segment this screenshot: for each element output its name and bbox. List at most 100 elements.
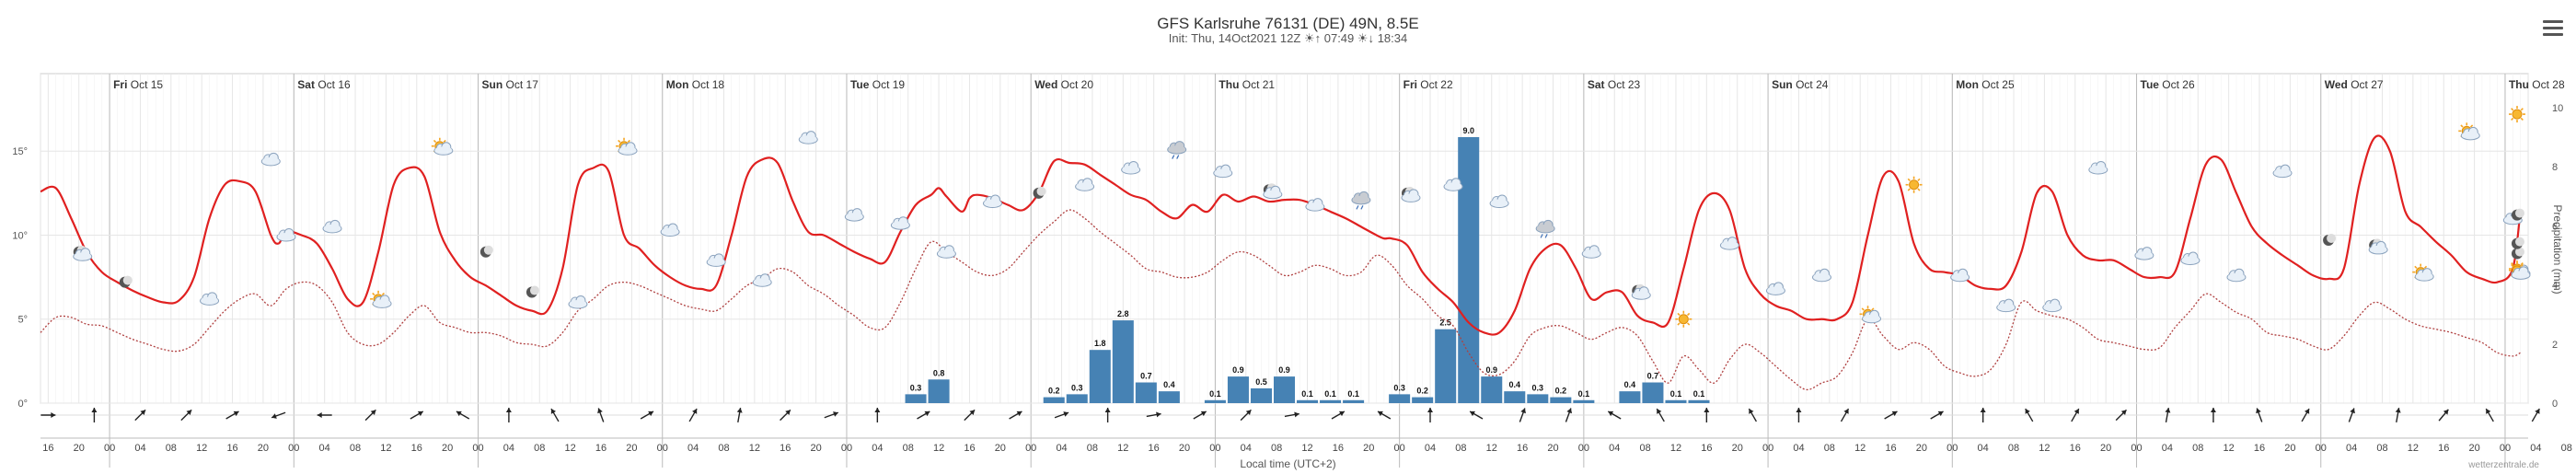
cloud-icon bbox=[1950, 268, 1970, 283]
sun-cloud-icon bbox=[2412, 263, 2434, 282]
wind-arrow-icon bbox=[2115, 409, 2127, 422]
y-right-tick-label: 2 bbox=[2552, 340, 2558, 351]
x-tick-label: 04 bbox=[1056, 443, 1067, 454]
precip-label: 0.4 bbox=[1509, 380, 1521, 389]
precip-label: 0.1 bbox=[1324, 389, 1336, 399]
precip-bar bbox=[1504, 391, 1526, 403]
precip-label: 0.4 bbox=[1624, 380, 1636, 389]
wind-arrow-icon bbox=[1377, 410, 1392, 420]
credits-link[interactable]: wetterzentrale.de bbox=[2468, 460, 2539, 470]
wind-arrow-icon bbox=[824, 411, 839, 419]
rain-cloud-icon bbox=[1535, 219, 1555, 238]
wind-arrow-icon bbox=[1331, 410, 1346, 420]
precip-bar bbox=[1158, 391, 1180, 403]
init-time: Init: Thu, 14Oct2021 12Z bbox=[1168, 31, 1301, 45]
wind-arrow-icon bbox=[317, 412, 332, 418]
wind-arrow-icon bbox=[597, 408, 605, 422]
x-tick-label: 04 bbox=[1978, 443, 1989, 454]
cloud-icon bbox=[2226, 268, 2247, 283]
day-label: Sun Oct 17 bbox=[482, 78, 539, 91]
sun-icon bbox=[1675, 310, 1692, 328]
y-right-axis-title: Precipitation (mm) bbox=[2551, 204, 2564, 294]
x-tick-label: 08 bbox=[1455, 443, 1466, 454]
precip-bar bbox=[1573, 399, 1595, 403]
x-tick-label: 20 bbox=[626, 443, 637, 454]
x-tick-label: 20 bbox=[810, 443, 821, 454]
precip-bar bbox=[1642, 382, 1664, 403]
x-tick-label: 00 bbox=[841, 443, 852, 454]
x-tick-label: 20 bbox=[1363, 443, 1374, 454]
y-left-tick-label: 5° bbox=[17, 315, 28, 326]
wind-arrow-icon bbox=[364, 409, 376, 422]
wind-arrow-icon bbox=[40, 412, 56, 418]
cloud-icon bbox=[706, 253, 726, 267]
x-tick-label: 04 bbox=[503, 443, 514, 454]
x-tick-label: 20 bbox=[1916, 443, 1927, 454]
x-tick-label: 00 bbox=[2500, 443, 2511, 454]
dewpoint-line bbox=[40, 209, 2521, 391]
x-tick-label: 04 bbox=[872, 443, 883, 454]
x-tick-label: 20 bbox=[1547, 443, 1558, 454]
x-tick-label: 16 bbox=[595, 443, 606, 454]
precip-bar bbox=[1412, 397, 1434, 403]
rain-cloud-icon bbox=[1167, 141, 1187, 159]
precip-label: 0.1 bbox=[1301, 389, 1313, 399]
sun-icon bbox=[1905, 176, 1923, 193]
x-tick-label: 20 bbox=[2100, 443, 2111, 454]
x-tick-label: 08 bbox=[2561, 443, 2572, 454]
cloud-icon bbox=[1121, 160, 1141, 175]
y-left-tick-label: 10° bbox=[12, 230, 28, 241]
precip-label: 0.1 bbox=[1670, 389, 1682, 399]
wind-arrow-icon bbox=[180, 409, 192, 422]
x-tick-label: 16 bbox=[1885, 443, 1896, 454]
x-tick-label: 08 bbox=[166, 443, 177, 454]
x-tick-label: 04 bbox=[687, 443, 699, 454]
wind-arrow-icon bbox=[2165, 407, 2171, 423]
x-tick-label: 16 bbox=[226, 443, 237, 454]
x-tick-label: 00 bbox=[1578, 443, 1589, 454]
sunset-time: 18:34 bbox=[1377, 31, 1408, 45]
wind-arrow-icon bbox=[736, 407, 743, 423]
x-tick-label: 16 bbox=[411, 443, 422, 454]
x-tick-label: 04 bbox=[2162, 443, 2173, 454]
wind-arrow-icon bbox=[780, 409, 791, 422]
wind-arrow-icon bbox=[1930, 410, 1944, 420]
wind-arrow-icon bbox=[1565, 408, 1573, 422]
wind-arrow-icon bbox=[1840, 408, 1850, 422]
cloud-icon bbox=[260, 152, 281, 167]
precip-bar bbox=[1273, 376, 1296, 403]
day-label: Thu Oct 28 bbox=[2509, 78, 2565, 91]
cloud-icon bbox=[844, 208, 864, 222]
x-tick-label: 12 bbox=[1670, 443, 1681, 454]
wind-arrow-icon bbox=[1146, 411, 1161, 418]
wind-arrow-icon bbox=[1240, 409, 1252, 422]
y-left-tick-label: 15° bbox=[12, 146, 28, 157]
x-tick-label: 16 bbox=[1333, 443, 1344, 454]
y-right-tick-label: 0 bbox=[2552, 399, 2558, 410]
cloud-icon bbox=[1213, 164, 1233, 179]
hamburger-menu-icon[interactable] bbox=[2543, 20, 2563, 37]
precip-label: 0.2 bbox=[1555, 387, 1567, 396]
x-tick-label: 08 bbox=[1087, 443, 1098, 454]
wind-arrow-icon bbox=[2438, 409, 2449, 422]
x-tick-label: 12 bbox=[1117, 443, 1128, 454]
moon-cloud-icon bbox=[73, 245, 93, 261]
precip-label: 0.9 bbox=[1485, 365, 1497, 375]
day-label: Wed Oct 27 bbox=[2325, 78, 2384, 91]
precip-bar bbox=[1435, 329, 1457, 403]
precip-bar bbox=[1043, 397, 1065, 403]
x-tick-label: 16 bbox=[1149, 443, 1160, 454]
cloud-icon bbox=[2134, 247, 2154, 260]
x-tick-label: 20 bbox=[995, 443, 1006, 454]
moon-icon bbox=[479, 245, 493, 258]
moon-icon bbox=[2512, 247, 2524, 260]
cloud-icon bbox=[660, 223, 680, 237]
wind-arrow-icon bbox=[1469, 410, 1484, 420]
wind-arrow-icon bbox=[134, 409, 146, 422]
day-label: Sat Oct 16 bbox=[297, 78, 351, 91]
sun-cloud-icon bbox=[370, 290, 392, 308]
day-label: Tue Oct 26 bbox=[2141, 78, 2195, 91]
cloud-icon bbox=[276, 227, 296, 242]
precip-bar bbox=[1204, 399, 1226, 403]
